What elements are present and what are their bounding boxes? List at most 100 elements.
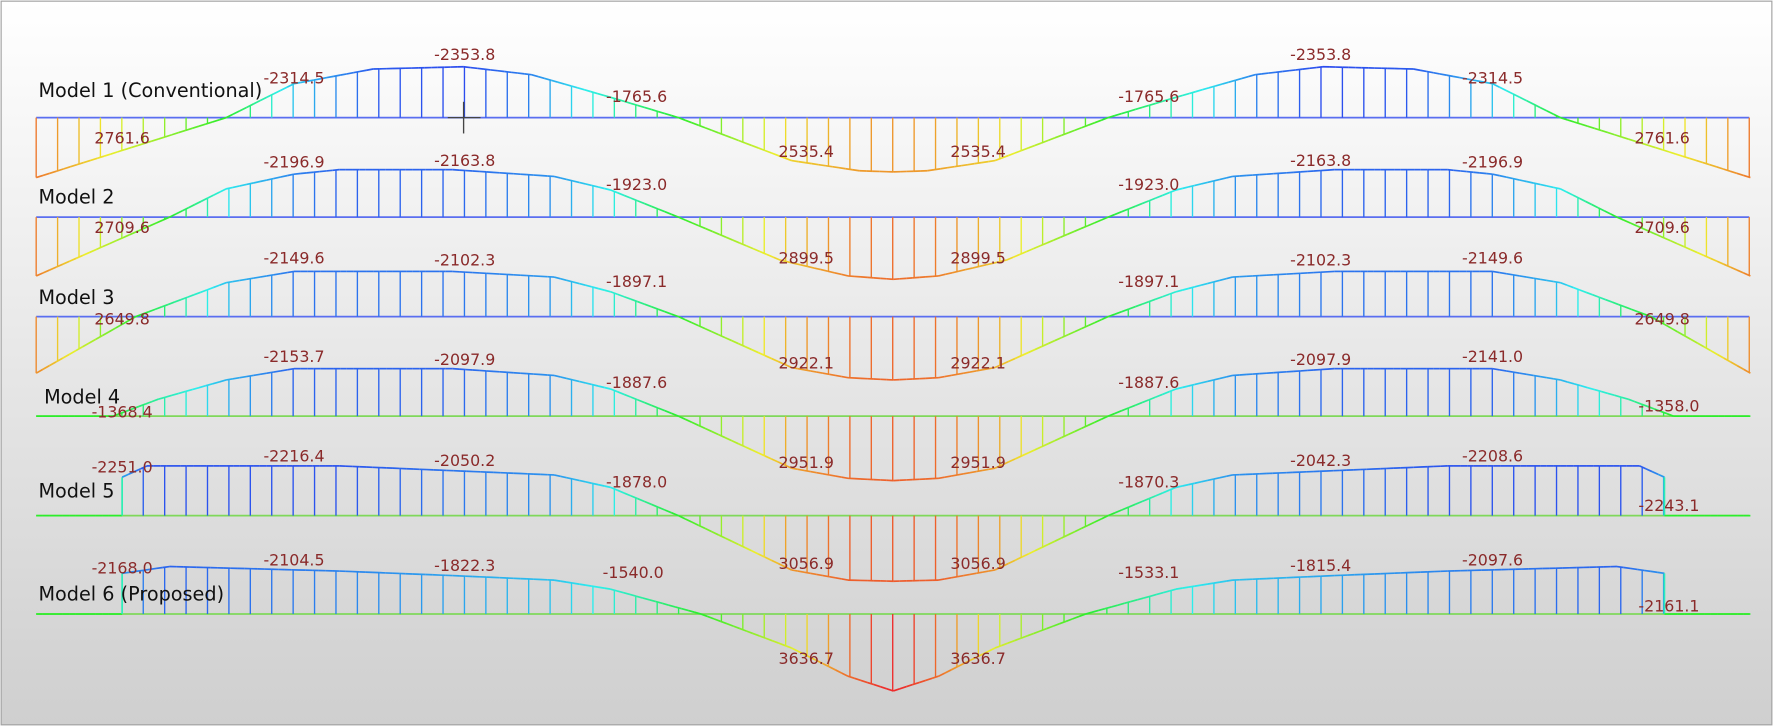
diagram-outline: [1610, 213, 1618, 218]
diagram-outline: [1499, 271, 1507, 275]
diagram-outline: [239, 278, 247, 282]
diagram-outline: [1033, 630, 1041, 635]
diagram-outline: [1114, 310, 1122, 315]
diagram-outline: [1650, 315, 1658, 322]
diagram-outline: [726, 622, 734, 627]
diagram-outline: [1141, 300, 1150, 305]
diagram-outline: [1169, 588, 1177, 592]
diagram-outline: [1052, 622, 1060, 627]
diagram-outline: [239, 106, 247, 112]
diagram-outline: [1219, 376, 1227, 380]
diagram-outline: [90, 157, 98, 162]
diagram-outline: [1087, 521, 1096, 526]
diagram-outline: [852, 168, 860, 172]
diagram-outline: [1539, 106, 1548, 112]
diagram-outline: [617, 191, 625, 197]
diagram-outline: [1539, 183, 1548, 187]
diagram-outline: [950, 373, 958, 377]
diagram-outline: [1067, 230, 1075, 236]
diagram-outline: [1579, 289, 1587, 294]
diagram-outline: [551, 79, 559, 84]
diagram-outline: [49, 361, 57, 367]
diagram-outline: [1526, 180, 1534, 184]
diagram-outline: [1546, 376, 1554, 380]
diagram-outline: [200, 289, 208, 294]
diagram-outline: [213, 191, 221, 196]
diagram-outline: [1695, 159, 1704, 164]
diagram-outline: [804, 161, 812, 165]
diagram-outline: [664, 112, 672, 117]
diagram-outline: [1061, 333, 1069, 339]
diagram-outline: [510, 71, 518, 74]
diagram-outline: [82, 342, 90, 348]
diagram-outline: [975, 653, 983, 659]
diagram-outline: [1492, 82, 1500, 88]
diagram-outline: [731, 439, 739, 445]
diagram-outline: [938, 476, 945, 480]
diagram-outline: [1605, 298, 1613, 303]
diagram-outline: [1034, 445, 1042, 451]
diagram-outline: [1107, 114, 1116, 119]
diagram-outline: [1716, 260, 1725, 265]
diagram-outline: [1560, 188, 1568, 193]
diagram-outline: [280, 271, 288, 275]
diagram-outline: [956, 662, 965, 668]
diagram-outline: [1573, 382, 1582, 387]
diagram-outline: [1219, 475, 1227, 479]
moment-label: -2353.8: [1290, 45, 1351, 64]
diagram-outline: [704, 527, 713, 533]
diagram-outline: [1261, 72, 1269, 75]
diagram-outline: [963, 371, 971, 375]
diagram-outline: [623, 100, 632, 105]
diagram-outline: [578, 282, 586, 287]
diagram-outline: [1034, 345, 1042, 351]
diagram-outline: [1580, 384, 1588, 389]
diagram-outline: [470, 66, 478, 70]
diagram-outline: [1439, 73, 1447, 76]
diagram-outline: [1473, 171, 1480, 174]
diagram-outline: [560, 177, 567, 181]
diagram-outline: [623, 591, 631, 596]
diagram-outline: [477, 67, 485, 70]
diagram-outline: [306, 171, 314, 174]
diagram-outline: [1168, 96, 1177, 101]
diagram-outline: [225, 186, 234, 190]
diagram-outline: [194, 200, 202, 206]
diagram-outline: [504, 70, 512, 74]
diagram-outline: [617, 390, 625, 396]
diagram-outline: [1047, 339, 1056, 345]
diagram-outline: [149, 222, 157, 227]
diagram-outline: [524, 73, 532, 76]
moment-label: -2141.0: [1462, 347, 1523, 366]
diagram-outline: [1226, 474, 1233, 478]
diagram-outline: [75, 254, 84, 260]
diagram-outline: [988, 159, 996, 163]
diagram-outline: [731, 540, 739, 546]
diagram-outline: [737, 342, 746, 348]
diagram-outline: [300, 172, 307, 175]
moment-label: 2649.8: [94, 310, 149, 329]
diagram-outline: [1067, 129, 1076, 134]
diagram-outline: [566, 476, 574, 480]
diagram-outline: [1074, 126, 1082, 132]
diagram-outline: [671, 512, 679, 517]
diagram-outline: [537, 75, 545, 80]
diagram-outline: [664, 409, 672, 415]
diagram-outline: [155, 219, 164, 224]
diagram-outline: [717, 433, 726, 439]
diagram-outline: [610, 388, 618, 393]
diagram-outline: [110, 151, 118, 155]
diagram-outline: [994, 644, 1002, 649]
diagram-outline: [1001, 642, 1009, 647]
diagram-outline: [664, 509, 672, 514]
diagram-outline: [169, 213, 177, 218]
diagram-outline: [1653, 408, 1661, 413]
diagram-outline: [1168, 189, 1177, 194]
diagram-outline: [1101, 315, 1109, 321]
diagram-outline: [566, 279, 574, 283]
diagram-outline: [125, 408, 133, 413]
diagram-outline: [96, 155, 105, 160]
diagram-outline: [1034, 142, 1042, 147]
diagram-outline: [1175, 587, 1183, 590]
